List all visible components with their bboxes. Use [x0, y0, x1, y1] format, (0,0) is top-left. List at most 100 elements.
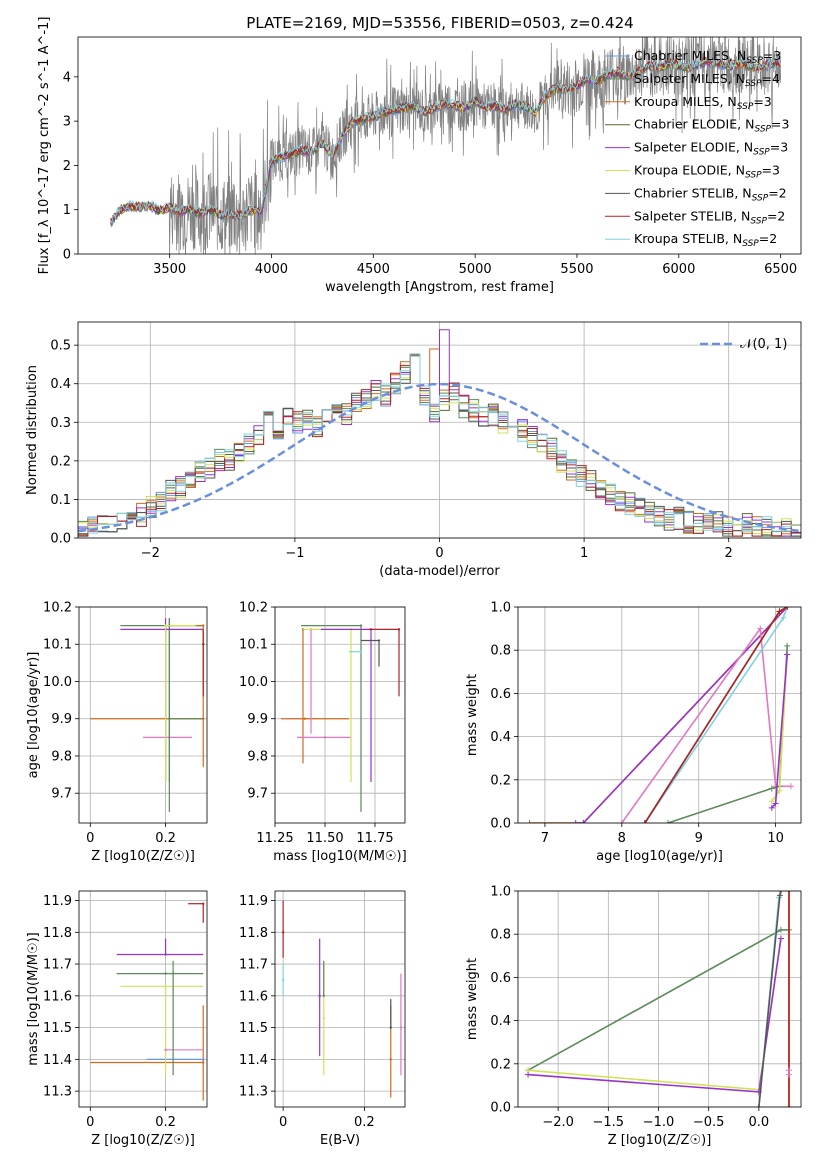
weight-marker — [785, 1067, 792, 1074]
y-tick-label: 10.1 — [43, 638, 72, 653]
y-tick-label: 11.6 — [43, 989, 72, 1004]
x-axis-label: mass [log10(M/M☉)] — [273, 849, 406, 864]
weight-line — [527, 938, 782, 1093]
plot-area — [525, 891, 792, 1107]
weight-marker — [780, 614, 787, 621]
x-tick-label: 0.2 — [354, 1115, 375, 1130]
y-tick-label: 11.6 — [239, 989, 268, 1004]
data-point — [322, 994, 325, 998]
y-tick-label: 0.0 — [490, 1101, 511, 1116]
weight-line — [758, 891, 782, 1107]
x-tick-label: 6000 — [662, 262, 695, 277]
data-point — [164, 985, 167, 988]
plot-area — [78, 329, 801, 537]
weight-marker — [776, 608, 783, 615]
y-tick-label: 9.7 — [247, 787, 268, 802]
axes-frame — [274, 606, 406, 824]
weight-marker — [755, 1104, 762, 1107]
x-tick-label: 4500 — [357, 262, 390, 277]
y-tick-label: 2 — [63, 159, 71, 174]
y-tick-label: 10.2 — [239, 601, 268, 616]
y-tick-label: 11.4 — [43, 1053, 72, 1068]
y-tick-label: 1.0 — [490, 885, 511, 900]
y-tick-label: 11.9 — [43, 894, 72, 909]
y-tick-label: 0.6 — [490, 687, 511, 702]
y-axis-label: Flux [f_λ 10^-17 erg cm^-2 s^-1 A^-1] — [37, 17, 52, 275]
weight-line — [529, 607, 788, 823]
y-tick-label: 0.2 — [490, 773, 511, 788]
chart-mass-vs-metallicity: 0 0.2 11.3 11.4 11.5 11.6 11.7 11.8 11.9 Z [log10… — [26, 890, 208, 1148]
data-point — [303, 717, 307, 720]
weight-marker — [526, 820, 533, 823]
x-tick-label: 9 — [695, 831, 703, 846]
x-tick-label: −0.5 — [693, 1115, 725, 1130]
axes-frame — [517, 890, 802, 1108]
data-point — [164, 972, 167, 975]
normal-legend-label: 𝒩(0, 1) — [740, 337, 787, 352]
x-tick-label: −1 — [285, 546, 304, 561]
x-axis-label: wavelength [Angstrom, rest frame] — [325, 280, 554, 295]
legend-label: Kroupa STELIB, NSSP=2 — [634, 231, 777, 249]
data-point — [202, 902, 205, 905]
weight-marker — [768, 785, 775, 792]
plot-area — [110, 37, 781, 254]
chart-age-vs-metallicity: 0 0.2 9.7 9.8 9.9 10.0 10.1 10.2 Z [log10(Z/Z☉)]… — [26, 601, 208, 864]
y-tick-label: 9.8 — [247, 749, 268, 764]
y-axis-label: mass weight — [465, 674, 480, 756]
weight-marker — [777, 926, 784, 933]
x-tick-label: 0 — [86, 1115, 94, 1130]
weight-marker — [784, 607, 791, 610]
axes-frame — [78, 890, 208, 1108]
y-tick-label: 0.4 — [490, 1014, 511, 1029]
legend-label: Kroupa ELODIE, NSSP=3 — [634, 163, 780, 181]
x-tick-label: 0 — [279, 1115, 287, 1130]
axes-frame — [77, 36, 802, 255]
y-tick-label: 10.1 — [239, 638, 268, 653]
legend-label: Chabrier STELIB, NSSP=2 — [634, 185, 787, 203]
y-tick-label: 0.4 — [490, 730, 511, 745]
x-tick-label: 11.25 — [256, 831, 293, 846]
data-point — [202, 1058, 205, 1061]
model-line-kroupa-stelib — [110, 56, 781, 224]
weight-marker — [785, 1104, 792, 1107]
data-point — [389, 1026, 392, 1029]
x-axis-label: age [log10(age/yr)] — [596, 849, 723, 864]
x-tick-label: 5500 — [560, 262, 593, 277]
x-tick-label: −1.0 — [643, 1115, 675, 1130]
x-axis-label: Z [log10(Z/Z☉)] — [91, 849, 195, 864]
axes-frame — [78, 606, 208, 824]
y-tick-label: 9.9 — [247, 712, 268, 727]
weight-marker — [768, 804, 775, 811]
figure-title: PLATE=2169, MJD=53556, FIBERID=0503, z=0… — [246, 14, 633, 32]
axes-frame — [517, 606, 802, 824]
plot-area — [90, 618, 205, 812]
x-tick-label: 5000 — [459, 262, 492, 277]
data-point — [399, 1026, 403, 1029]
data-point — [202, 624, 205, 627]
y-tick-label: 0.2 — [490, 1057, 511, 1072]
x-tick-label: 0.2 — [155, 831, 176, 846]
y-tick-label: 0.8 — [490, 644, 511, 659]
weight-marker — [768, 798, 775, 805]
y-tick-label: 11.8 — [43, 926, 72, 941]
legend-label: Chabrier MILES, NSSP=3 — [634, 48, 781, 66]
y-tick-label: 1 — [63, 203, 71, 218]
y-tick-label: 0.4 — [50, 377, 71, 392]
y-tick-label: 11.8 — [239, 926, 268, 941]
data-point — [377, 639, 381, 642]
y-tick-label: 10.2 — [43, 601, 72, 616]
data-point — [397, 628, 401, 631]
x-tick-label: 11.75 — [356, 831, 393, 846]
y-tick-label: 4 — [63, 70, 71, 85]
y-tick-label: 0.3 — [50, 416, 71, 431]
histogram-step — [78, 353, 801, 534]
x-tick-label: 6500 — [764, 262, 797, 277]
y-tick-label: 11.9 — [239, 894, 268, 909]
y-tick-label: 0.1 — [50, 493, 71, 508]
y-tick-label: 0.6 — [490, 971, 511, 986]
y-tick-label: 10.0 — [43, 675, 72, 690]
chart-mass-weight-vs-age: 7 8 9 10 0.0 0.2 0.4 0.6 0.8 1.0 age [log10(age/yr… — [465, 601, 802, 864]
y-tick-label: 11.5 — [43, 1021, 72, 1036]
y-axis-label: Normed distribution — [25, 365, 40, 495]
